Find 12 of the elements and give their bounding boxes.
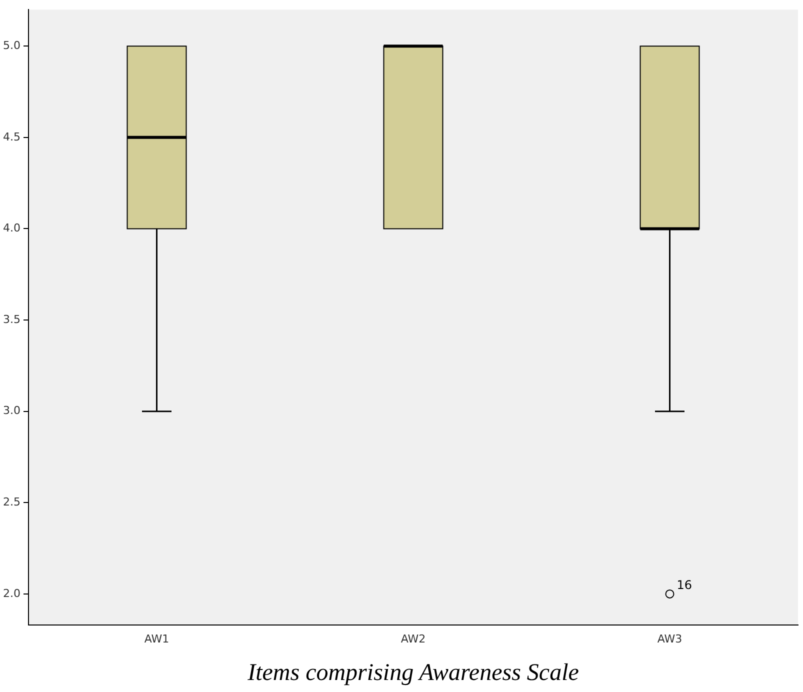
y-tick-label: 3.0	[2, 404, 20, 418]
x-axis-title: Items comprising Awareness Scale	[246, 660, 580, 686]
y-tick-label: 2.5	[2, 496, 20, 509]
annotation: 16	[676, 578, 692, 592]
y-tick-label: 3.5	[2, 312, 20, 326]
y-tick-label: 2.0	[2, 586, 20, 600]
x-tick-label: AW2	[400, 632, 426, 646]
y-tick-label: 4.5	[2, 130, 20, 144]
x-tick-label: AW3	[657, 632, 682, 646]
y-tick-label: 4.0	[2, 222, 20, 235]
x-tick-label: AW1	[144, 632, 170, 646]
y-tick-label: 5.0	[2, 38, 20, 52]
